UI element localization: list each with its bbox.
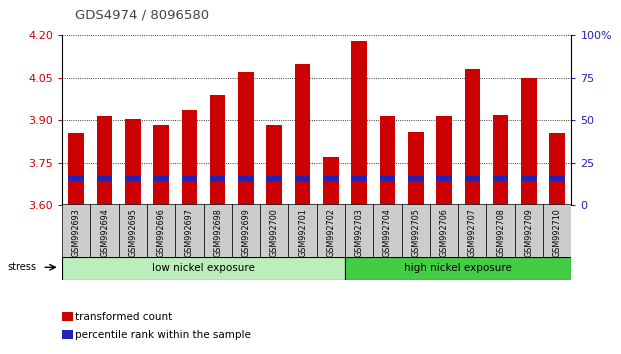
Bar <box>465 69 480 205</box>
Text: GSM992693: GSM992693 <box>72 208 81 257</box>
Text: GSM992698: GSM992698 <box>213 208 222 257</box>
Bar <box>402 204 430 258</box>
Text: GSM992695: GSM992695 <box>129 208 137 257</box>
Bar <box>153 125 169 205</box>
Bar <box>232 204 260 258</box>
Bar <box>323 157 338 205</box>
Text: GSM992694: GSM992694 <box>100 208 109 257</box>
Bar <box>68 133 84 205</box>
Bar <box>260 204 288 258</box>
Bar <box>295 176 310 181</box>
Bar <box>210 176 225 181</box>
Bar <box>204 204 232 258</box>
Text: GSM992697: GSM992697 <box>185 208 194 257</box>
Bar <box>266 176 282 181</box>
Text: GSM992705: GSM992705 <box>411 208 420 257</box>
Bar <box>379 116 395 205</box>
Bar <box>181 176 197 181</box>
Bar <box>436 116 452 205</box>
Text: stress: stress <box>7 262 37 272</box>
Bar <box>436 176 452 181</box>
Bar <box>493 115 509 205</box>
Bar <box>210 95 225 205</box>
Bar <box>351 176 367 181</box>
Bar <box>119 204 147 258</box>
Bar <box>288 204 317 258</box>
Bar <box>486 204 515 258</box>
Bar <box>458 204 486 258</box>
Text: GSM992701: GSM992701 <box>298 208 307 257</box>
Bar <box>295 64 310 205</box>
Bar <box>125 176 140 181</box>
Bar <box>550 176 565 181</box>
Text: GDS4974 / 8096580: GDS4974 / 8096580 <box>75 9 209 22</box>
Bar <box>68 176 84 181</box>
Text: GSM992707: GSM992707 <box>468 208 477 257</box>
Text: GSM992708: GSM992708 <box>496 208 505 257</box>
Text: GSM992699: GSM992699 <box>242 208 250 257</box>
Text: low nickel exposure: low nickel exposure <box>152 263 255 273</box>
Bar <box>351 41 367 205</box>
Bar <box>62 257 345 280</box>
Text: high nickel exposure: high nickel exposure <box>404 263 512 273</box>
Bar <box>181 110 197 205</box>
Text: percentile rank within the sample: percentile rank within the sample <box>75 330 250 339</box>
Bar <box>543 204 571 258</box>
Text: GSM992709: GSM992709 <box>524 208 533 257</box>
Bar <box>147 204 175 258</box>
Bar <box>62 204 91 258</box>
Bar <box>91 204 119 258</box>
Bar <box>550 133 565 205</box>
Bar <box>317 204 345 258</box>
Bar <box>373 204 402 258</box>
Bar <box>379 176 395 181</box>
Bar <box>266 125 282 205</box>
Text: GSM992703: GSM992703 <box>355 208 364 257</box>
Text: GSM992704: GSM992704 <box>383 208 392 257</box>
Bar <box>175 204 204 258</box>
Bar <box>493 176 509 181</box>
Bar <box>465 176 480 181</box>
Bar <box>238 72 254 205</box>
Text: transformed count: transformed count <box>75 312 172 322</box>
Bar <box>515 204 543 258</box>
Text: GSM992710: GSM992710 <box>553 208 561 257</box>
Bar <box>430 204 458 258</box>
Bar <box>408 176 424 181</box>
Bar <box>97 116 112 205</box>
Text: GSM992706: GSM992706 <box>440 208 448 257</box>
Bar <box>521 78 537 205</box>
Text: GSM992702: GSM992702 <box>327 208 335 257</box>
Bar <box>345 204 373 258</box>
Bar <box>97 176 112 181</box>
Bar <box>408 132 424 205</box>
Text: GSM992696: GSM992696 <box>156 208 166 257</box>
Bar <box>153 176 169 181</box>
Bar <box>323 176 338 181</box>
Bar <box>345 257 571 280</box>
Text: GSM992700: GSM992700 <box>270 208 279 257</box>
Bar <box>521 176 537 181</box>
Bar <box>125 119 140 205</box>
Bar <box>238 176 254 181</box>
